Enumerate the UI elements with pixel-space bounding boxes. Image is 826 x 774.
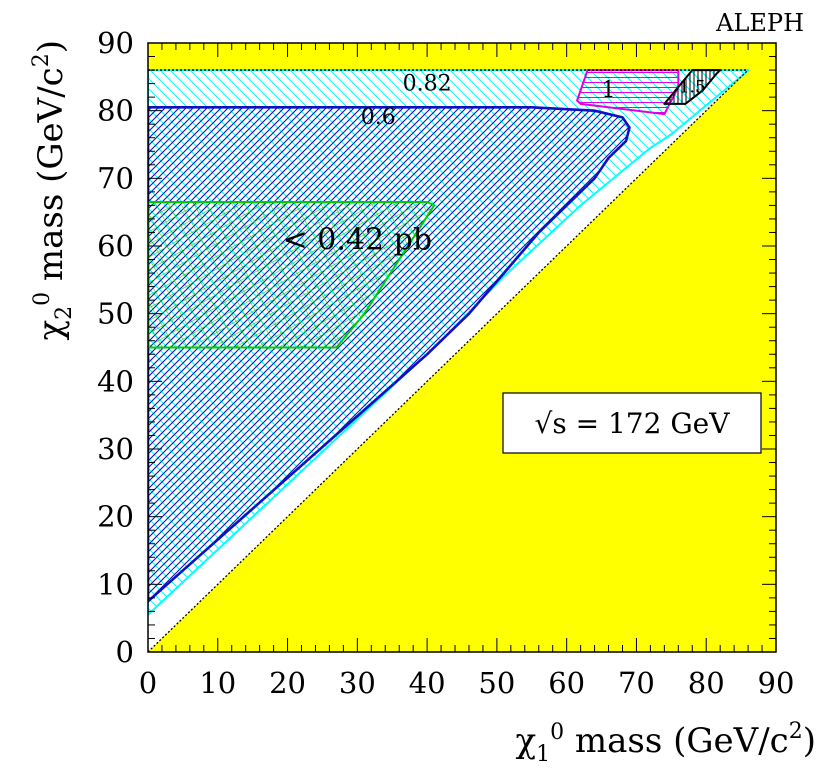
y-tick-label: 80 — [97, 94, 134, 128]
y-title-chi: χ — [31, 320, 71, 341]
x-title-text: mass (GeV/c — [564, 721, 789, 761]
x-axis-title: χ10 mass (GeV/c2) — [516, 719, 817, 767]
y-tick-label: 70 — [97, 161, 134, 195]
x-tick-label: 20 — [269, 666, 306, 700]
contour-label: < 0.42 pb — [283, 222, 432, 257]
y-tick-label: 0 — [116, 635, 134, 669]
contour-regions — [148, 69, 750, 616]
experiment-label: ALEPH — [715, 9, 804, 37]
energy-label: √s = 172 GeV — [535, 407, 731, 440]
x-tick-label: 50 — [478, 666, 515, 700]
x-title-sub: 1 — [536, 742, 550, 767]
x-tick-label: 70 — [618, 666, 655, 700]
excluded-regions — [148, 43, 776, 653]
x-tick-label: 80 — [688, 666, 725, 700]
plot-frame — [147, 42, 777, 653]
x-title-chi: χ — [516, 721, 537, 761]
y-tick-label: 30 — [97, 432, 134, 466]
x-tick-label: 30 — [339, 666, 376, 700]
axis-ticks — [147, 42, 777, 653]
y-tick-label: 20 — [97, 500, 134, 534]
contour-label: 0.6 — [361, 105, 396, 130]
y-title-sub: 2 — [52, 306, 77, 320]
y-title-close: ) — [31, 40, 71, 53]
contour-label: 1 — [602, 78, 616, 103]
y-tick-label: 50 — [97, 297, 134, 331]
contour-region-0_42pb — [148, 201, 436, 349]
y-tick-label: 60 — [97, 229, 134, 263]
excluded-region-top — [148, 43, 776, 71]
excluded-region-kinematic — [148, 70, 776, 653]
y-axis-title: χ20 mass (GeV/c2) — [29, 40, 77, 341]
y-title-sup: 0 — [30, 292, 55, 306]
y-tick-label: 40 — [97, 364, 134, 398]
y-tick-label: 90 — [97, 26, 134, 60]
y-tick-label: 10 — [97, 567, 134, 601]
x-tick-label: 90 — [758, 666, 795, 700]
axis-tick-labels: 0 10 20 30 40 50 60 70 80 90 0 10 20 30 40 50 60 70 80 90 — [97, 26, 794, 700]
x-tick-label: 40 — [409, 666, 446, 700]
x-title-sup: 0 — [550, 720, 564, 745]
kinematic-limit-line — [147, 69, 749, 653]
x-title-exp: 2 — [789, 719, 803, 744]
contour-label: 0.82 — [403, 71, 452, 96]
x-tick-label: 60 — [548, 666, 585, 700]
x-tick-label: 0 — [139, 666, 157, 700]
contour-labels: 0.82 0.6 < 0.42 pb 1 1.5 — [283, 71, 706, 257]
x-title-close: ) — [803, 721, 816, 761]
y-title-text: mass (GeV/c — [31, 67, 71, 292]
contour-label: 1.5 — [679, 77, 706, 97]
y-title-exp: 2 — [29, 53, 54, 67]
energy-box: √s = 172 GeV — [502, 392, 762, 454]
x-tick-label: 10 — [199, 666, 236, 700]
